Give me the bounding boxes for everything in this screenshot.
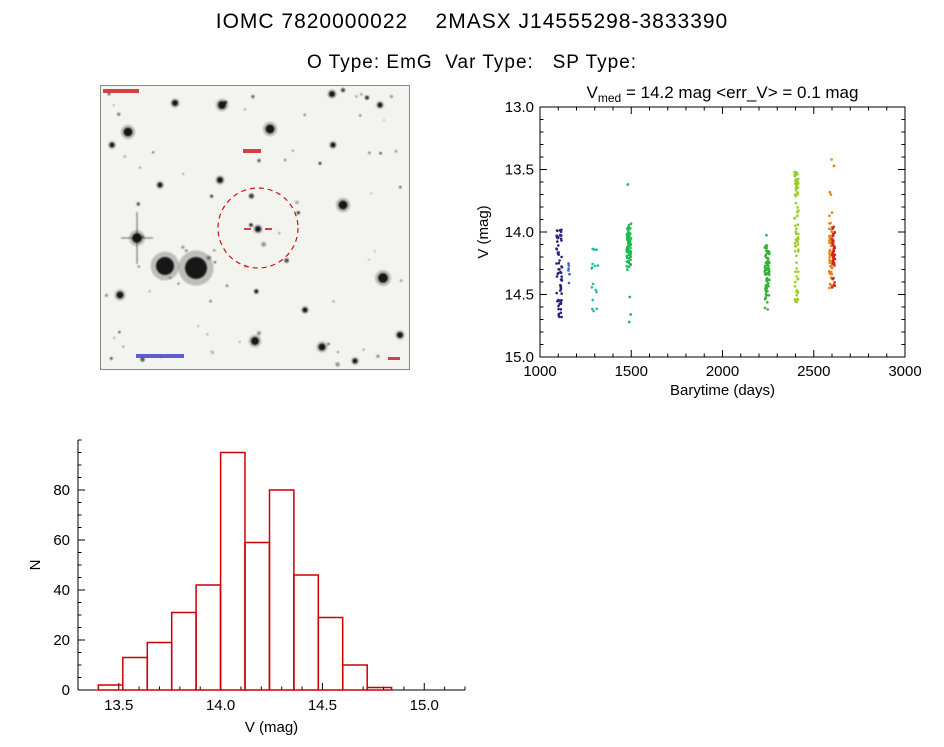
hist-bar bbox=[170, 611, 197, 691]
hist-axes bbox=[77, 439, 466, 691]
svg-text:1500: 1500 bbox=[615, 363, 648, 380]
hist-ylabel: N bbox=[27, 560, 44, 571]
svg-text:15.0: 15.0 bbox=[505, 349, 534, 366]
hist-bar bbox=[122, 656, 148, 691]
annotation-mark bbox=[103, 89, 139, 93]
svg-text:2500: 2500 bbox=[797, 363, 830, 380]
svg-text:14.5: 14.5 bbox=[308, 697, 337, 714]
scatter-title: Vmed = 14.2 mag <err_V> = 0.1 mag bbox=[587, 83, 859, 105]
magnitude-histogram-chart: 13.5 14.0 14.5 15.0 0 20 40 60 80 N V (mag) bbox=[20, 430, 500, 742]
svg-text:14.0: 14.0 bbox=[505, 224, 534, 241]
annotation-mark bbox=[136, 354, 184, 358]
svg-text:3000: 3000 bbox=[888, 363, 921, 380]
svg-text:60: 60 bbox=[53, 532, 70, 549]
hist-bar bbox=[342, 664, 368, 691]
svg-text:1000: 1000 bbox=[523, 363, 556, 380]
hist-bar bbox=[293, 574, 320, 691]
finder-chart bbox=[100, 85, 410, 370]
hist-bar bbox=[244, 541, 271, 691]
svg-text:15.0: 15.0 bbox=[410, 697, 439, 714]
annotation-mark bbox=[243, 149, 261, 153]
svg-text:40: 40 bbox=[53, 582, 70, 599]
scatter-points bbox=[555, 158, 837, 324]
hist-bar bbox=[268, 489, 295, 691]
hist-bars bbox=[97, 451, 393, 691]
svg-text:13.5: 13.5 bbox=[104, 697, 133, 714]
scatter-ylabel: V (mag) bbox=[475, 205, 492, 258]
svg-text:13.5: 13.5 bbox=[505, 162, 534, 179]
scatter-axes bbox=[539, 106, 906, 358]
svg-text:14.0: 14.0 bbox=[206, 697, 235, 714]
hist-bar bbox=[146, 641, 173, 691]
hist-bar bbox=[366, 686, 393, 691]
svg-text:13.0: 13.0 bbox=[505, 99, 534, 116]
annotation-mark bbox=[388, 357, 400, 360]
svg-text:2000: 2000 bbox=[706, 363, 739, 380]
svg-text:80: 80 bbox=[53, 482, 70, 499]
hist-bar bbox=[317, 616, 344, 691]
lightcurve-chart: Vmed = 14.2 mag <err_V> = 0.1 mag 1000 150… bbox=[470, 82, 940, 412]
svg-text:14.5: 14.5 bbox=[505, 287, 534, 304]
scatter-xlabel: Barytime (days) bbox=[670, 382, 775, 399]
hist-xlabel: V (mag) bbox=[245, 719, 298, 736]
svg-text:0: 0 bbox=[62, 682, 70, 699]
hist-bar bbox=[195, 584, 222, 691]
star-field bbox=[105, 88, 405, 367]
hist-bar bbox=[219, 451, 246, 691]
page-title: IOMC 7820000022 2MASX J14555298-3833390 bbox=[215, 10, 729, 33]
target-circle bbox=[217, 187, 299, 269]
svg-text:20: 20 bbox=[53, 632, 70, 649]
page-subtitle: O Type: EmG Var Type: SP Type: bbox=[306, 52, 638, 73]
